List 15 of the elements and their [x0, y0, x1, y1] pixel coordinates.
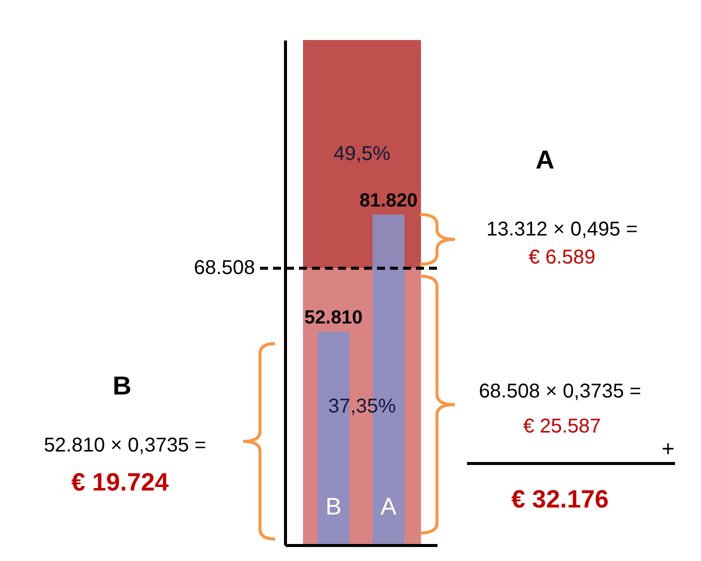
band-label: 49,5% [334, 143, 391, 166]
band-label: 37,35% [328, 396, 396, 418]
text: € 19.724 [71, 468, 169, 498]
data-label: 52.810 [304, 308, 363, 329]
text: 52.810 × 0,3735 = [44, 434, 206, 458]
text: € 25.587 [523, 416, 601, 438]
text: 68.508 × 0,3735 = [478, 380, 642, 404]
text: + [662, 436, 674, 462]
text: € 32.176 [511, 486, 609, 514]
text: B [112, 370, 132, 402]
data-label: 81.820 [359, 190, 418, 212]
text: € 6.589 [528, 246, 596, 270]
text: A [536, 144, 554, 176]
text: 13.312 × 0,495 = [486, 218, 638, 242]
ref-line-label: 68.508 [194, 257, 255, 280]
